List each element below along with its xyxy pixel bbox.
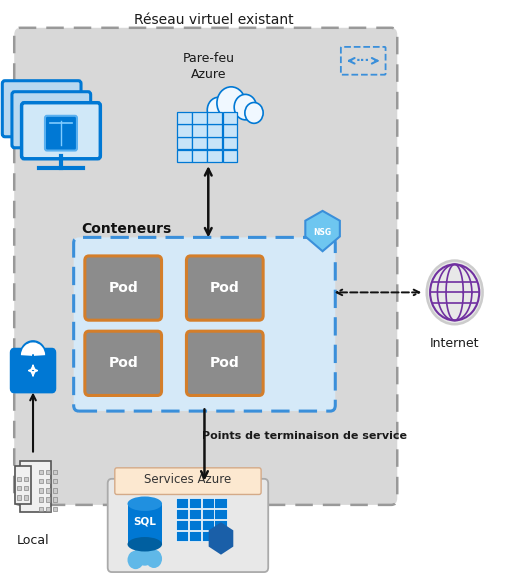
- FancyBboxPatch shape: [192, 150, 207, 162]
- Circle shape: [207, 97, 230, 123]
- Text: Services Azure: Services Azure: [144, 474, 232, 486]
- FancyBboxPatch shape: [39, 488, 43, 493]
- FancyBboxPatch shape: [74, 237, 335, 411]
- FancyBboxPatch shape: [11, 349, 55, 392]
- FancyBboxPatch shape: [20, 461, 51, 512]
- FancyBboxPatch shape: [207, 124, 222, 137]
- FancyBboxPatch shape: [223, 112, 237, 124]
- FancyBboxPatch shape: [2, 80, 81, 137]
- FancyBboxPatch shape: [85, 331, 162, 395]
- FancyBboxPatch shape: [207, 137, 222, 149]
- Ellipse shape: [128, 497, 162, 511]
- FancyBboxPatch shape: [45, 116, 77, 151]
- FancyBboxPatch shape: [39, 507, 43, 511]
- FancyBboxPatch shape: [186, 256, 263, 320]
- Circle shape: [427, 261, 483, 324]
- FancyBboxPatch shape: [177, 124, 192, 137]
- FancyBboxPatch shape: [214, 531, 227, 541]
- Text: Pod: Pod: [108, 356, 138, 371]
- FancyBboxPatch shape: [176, 531, 188, 541]
- Polygon shape: [209, 522, 233, 555]
- Text: Pare-feu
Azure: Pare-feu Azure: [182, 52, 234, 81]
- Text: Conteneurs: Conteneurs: [81, 222, 172, 236]
- FancyBboxPatch shape: [46, 497, 50, 502]
- Circle shape: [128, 551, 144, 569]
- FancyBboxPatch shape: [207, 150, 222, 162]
- Polygon shape: [305, 211, 340, 251]
- FancyBboxPatch shape: [24, 477, 28, 481]
- Circle shape: [135, 543, 155, 566]
- FancyBboxPatch shape: [176, 498, 188, 508]
- FancyBboxPatch shape: [202, 498, 214, 508]
- FancyBboxPatch shape: [53, 497, 57, 502]
- FancyBboxPatch shape: [202, 520, 214, 530]
- FancyBboxPatch shape: [24, 486, 28, 490]
- Text: Points de terminaison de service: Points de terminaison de service: [202, 431, 407, 441]
- Ellipse shape: [128, 537, 162, 551]
- FancyBboxPatch shape: [12, 91, 90, 148]
- FancyBboxPatch shape: [189, 520, 201, 530]
- FancyBboxPatch shape: [202, 531, 214, 541]
- FancyBboxPatch shape: [176, 520, 188, 530]
- FancyBboxPatch shape: [108, 479, 268, 572]
- FancyBboxPatch shape: [17, 486, 21, 490]
- FancyBboxPatch shape: [192, 112, 207, 124]
- FancyBboxPatch shape: [17, 495, 21, 500]
- FancyBboxPatch shape: [17, 477, 21, 481]
- Circle shape: [245, 102, 263, 123]
- FancyBboxPatch shape: [186, 331, 263, 395]
- FancyBboxPatch shape: [223, 137, 237, 149]
- FancyBboxPatch shape: [85, 256, 162, 320]
- FancyBboxPatch shape: [176, 509, 188, 519]
- FancyBboxPatch shape: [177, 112, 192, 124]
- Text: Réseau virtuel existant: Réseau virtuel existant: [134, 13, 293, 27]
- FancyBboxPatch shape: [177, 150, 192, 162]
- FancyBboxPatch shape: [192, 137, 207, 149]
- FancyBboxPatch shape: [214, 498, 227, 508]
- Text: Internet: Internet: [430, 337, 480, 350]
- Text: Local: Local: [17, 534, 49, 547]
- FancyBboxPatch shape: [24, 495, 28, 500]
- FancyBboxPatch shape: [15, 466, 31, 504]
- Text: SQL: SQL: [133, 516, 156, 526]
- Circle shape: [217, 87, 245, 119]
- FancyBboxPatch shape: [39, 479, 43, 483]
- Circle shape: [234, 94, 257, 120]
- FancyBboxPatch shape: [177, 137, 192, 149]
- FancyBboxPatch shape: [39, 470, 43, 474]
- Text: Pod: Pod: [108, 281, 138, 295]
- FancyBboxPatch shape: [115, 468, 261, 494]
- FancyBboxPatch shape: [202, 509, 214, 519]
- FancyBboxPatch shape: [53, 488, 57, 493]
- FancyBboxPatch shape: [53, 479, 57, 483]
- Text: NSG: NSG: [313, 228, 332, 237]
- FancyBboxPatch shape: [128, 504, 162, 544]
- Text: Pod: Pod: [210, 356, 240, 371]
- FancyBboxPatch shape: [46, 488, 50, 493]
- FancyBboxPatch shape: [214, 509, 227, 519]
- FancyBboxPatch shape: [207, 112, 222, 124]
- FancyBboxPatch shape: [189, 509, 201, 519]
- FancyBboxPatch shape: [223, 150, 237, 162]
- FancyBboxPatch shape: [53, 470, 57, 474]
- Text: Pod: Pod: [210, 281, 240, 295]
- FancyBboxPatch shape: [21, 102, 100, 159]
- Text: ···: ···: [356, 54, 370, 67]
- FancyBboxPatch shape: [223, 124, 237, 137]
- FancyBboxPatch shape: [189, 498, 201, 508]
- FancyBboxPatch shape: [53, 507, 57, 511]
- FancyBboxPatch shape: [39, 497, 43, 502]
- FancyBboxPatch shape: [46, 470, 50, 474]
- FancyBboxPatch shape: [192, 124, 207, 137]
- FancyBboxPatch shape: [46, 507, 50, 511]
- FancyBboxPatch shape: [189, 531, 201, 541]
- FancyBboxPatch shape: [214, 520, 227, 530]
- FancyBboxPatch shape: [46, 479, 50, 483]
- FancyBboxPatch shape: [14, 28, 397, 505]
- Circle shape: [146, 549, 162, 568]
